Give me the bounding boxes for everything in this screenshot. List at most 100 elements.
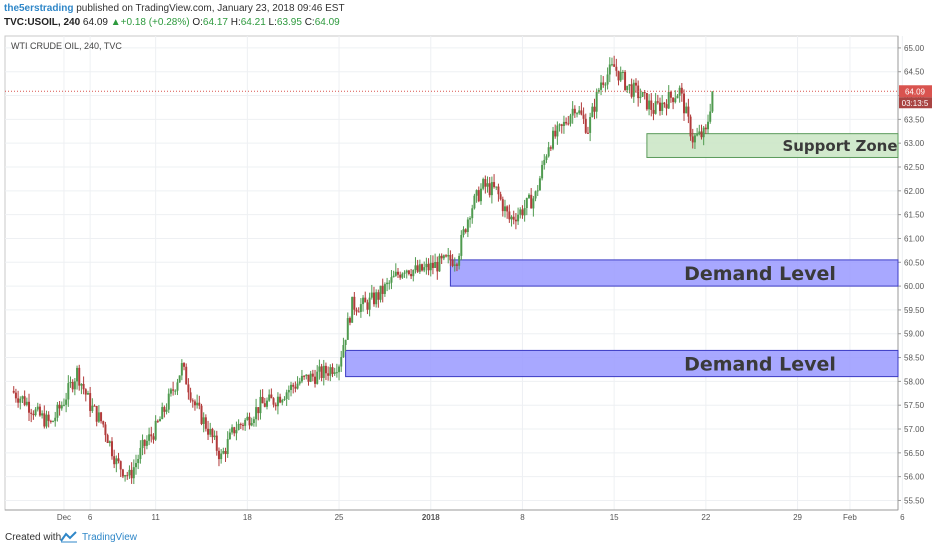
author-link[interactable]: the5erstrading xyxy=(4,3,74,14)
candle-body xyxy=(619,71,622,81)
candle-body xyxy=(423,267,426,271)
candle-body xyxy=(617,70,620,81)
candle-body xyxy=(477,190,480,202)
candle-body xyxy=(180,363,183,376)
candle-body xyxy=(375,292,378,305)
candle-body xyxy=(438,255,441,272)
candle-body xyxy=(650,100,653,110)
candle-body xyxy=(416,265,419,272)
price-tick-label: 59.50 xyxy=(904,306,925,315)
candle-body xyxy=(445,255,448,257)
candle-body xyxy=(399,274,402,278)
candle-body xyxy=(169,389,172,394)
candle-body xyxy=(172,389,175,391)
candle-body xyxy=(298,381,301,384)
candle-body xyxy=(266,400,268,407)
chart-title: WTI CRUDE OIL, 240, TVC xyxy=(11,41,122,51)
candle-body xyxy=(163,407,166,412)
price-tick-label: 64.50 xyxy=(904,68,925,77)
candle-body xyxy=(141,439,144,449)
candle-body xyxy=(292,384,295,387)
candle-body xyxy=(233,427,236,434)
candle-body xyxy=(639,96,642,99)
candle-body xyxy=(207,428,210,435)
time-tick-label: 2018 xyxy=(422,513,440,522)
candle-body xyxy=(558,124,561,126)
candle-body xyxy=(241,424,244,426)
support-zone-label: Support Zone xyxy=(782,137,897,155)
candle-body xyxy=(28,401,31,413)
candle-body xyxy=(104,424,107,436)
candle-body xyxy=(47,414,50,421)
candle-body xyxy=(440,255,443,259)
time-tick-label: 22 xyxy=(701,513,710,522)
candle-body xyxy=(52,421,55,423)
candle-body xyxy=(102,421,105,425)
candle-body xyxy=(71,382,74,390)
candle-body xyxy=(370,292,373,298)
price-tick-label: 58.50 xyxy=(904,354,925,363)
candle-body xyxy=(628,84,631,86)
candle-body xyxy=(117,458,120,462)
candle-body xyxy=(475,190,478,196)
candle-body xyxy=(62,404,65,406)
candle-body xyxy=(545,156,548,160)
candle-body xyxy=(259,396,262,414)
price-tick-label: 65.00 xyxy=(904,44,925,53)
candle-body xyxy=(525,197,528,209)
candle-body xyxy=(621,71,624,73)
candle-body xyxy=(414,265,417,271)
candle-body xyxy=(532,198,535,209)
candle-body xyxy=(493,182,496,188)
candle-body xyxy=(613,64,616,67)
candle-body xyxy=(145,440,148,446)
candle-body xyxy=(178,375,181,383)
time-tick-label: 8 xyxy=(520,513,525,522)
candle-body xyxy=(45,414,48,427)
candle-body xyxy=(410,274,413,277)
candle-body xyxy=(281,400,284,403)
candle-body xyxy=(593,106,596,112)
candle-body xyxy=(338,366,341,373)
candle-body xyxy=(110,441,113,457)
candle-body xyxy=(556,125,559,137)
candle-body xyxy=(318,366,321,372)
candle-body xyxy=(637,85,640,99)
candle-body xyxy=(659,102,661,111)
candle-body xyxy=(519,209,522,215)
candle-body xyxy=(488,183,491,196)
candle-body xyxy=(351,296,354,323)
tradingview-brand[interactable]: TradingView xyxy=(82,532,138,543)
candle-body xyxy=(606,74,609,85)
candle-body xyxy=(569,115,572,124)
candle-body xyxy=(549,147,552,149)
open-label: O: xyxy=(192,17,203,28)
countdown-badge xyxy=(899,97,932,109)
candle-body xyxy=(252,419,255,423)
candle-body xyxy=(698,131,701,135)
support-zone xyxy=(646,133,899,158)
candle-body xyxy=(709,111,712,122)
candle-body xyxy=(630,84,633,97)
candle-body xyxy=(148,434,151,441)
price-tick-label: 63.50 xyxy=(904,115,925,124)
candle-body xyxy=(604,84,607,86)
candles xyxy=(12,55,714,485)
candle-body xyxy=(427,263,430,271)
candle-body xyxy=(405,270,408,273)
candle-body xyxy=(412,270,415,277)
candle-body xyxy=(183,363,186,367)
candle-body xyxy=(431,262,434,268)
candle-body xyxy=(76,367,79,382)
candle-body xyxy=(108,441,111,444)
candle-body xyxy=(296,383,299,389)
candle-body xyxy=(648,100,651,110)
candle-body xyxy=(261,396,264,404)
tradingview-logo-icon xyxy=(60,531,77,543)
candle-body xyxy=(523,208,526,216)
candle-body xyxy=(680,87,683,94)
chart-footer: Created with TradingView xyxy=(0,527,932,550)
candle-body xyxy=(342,344,345,358)
candle-body xyxy=(322,365,325,378)
